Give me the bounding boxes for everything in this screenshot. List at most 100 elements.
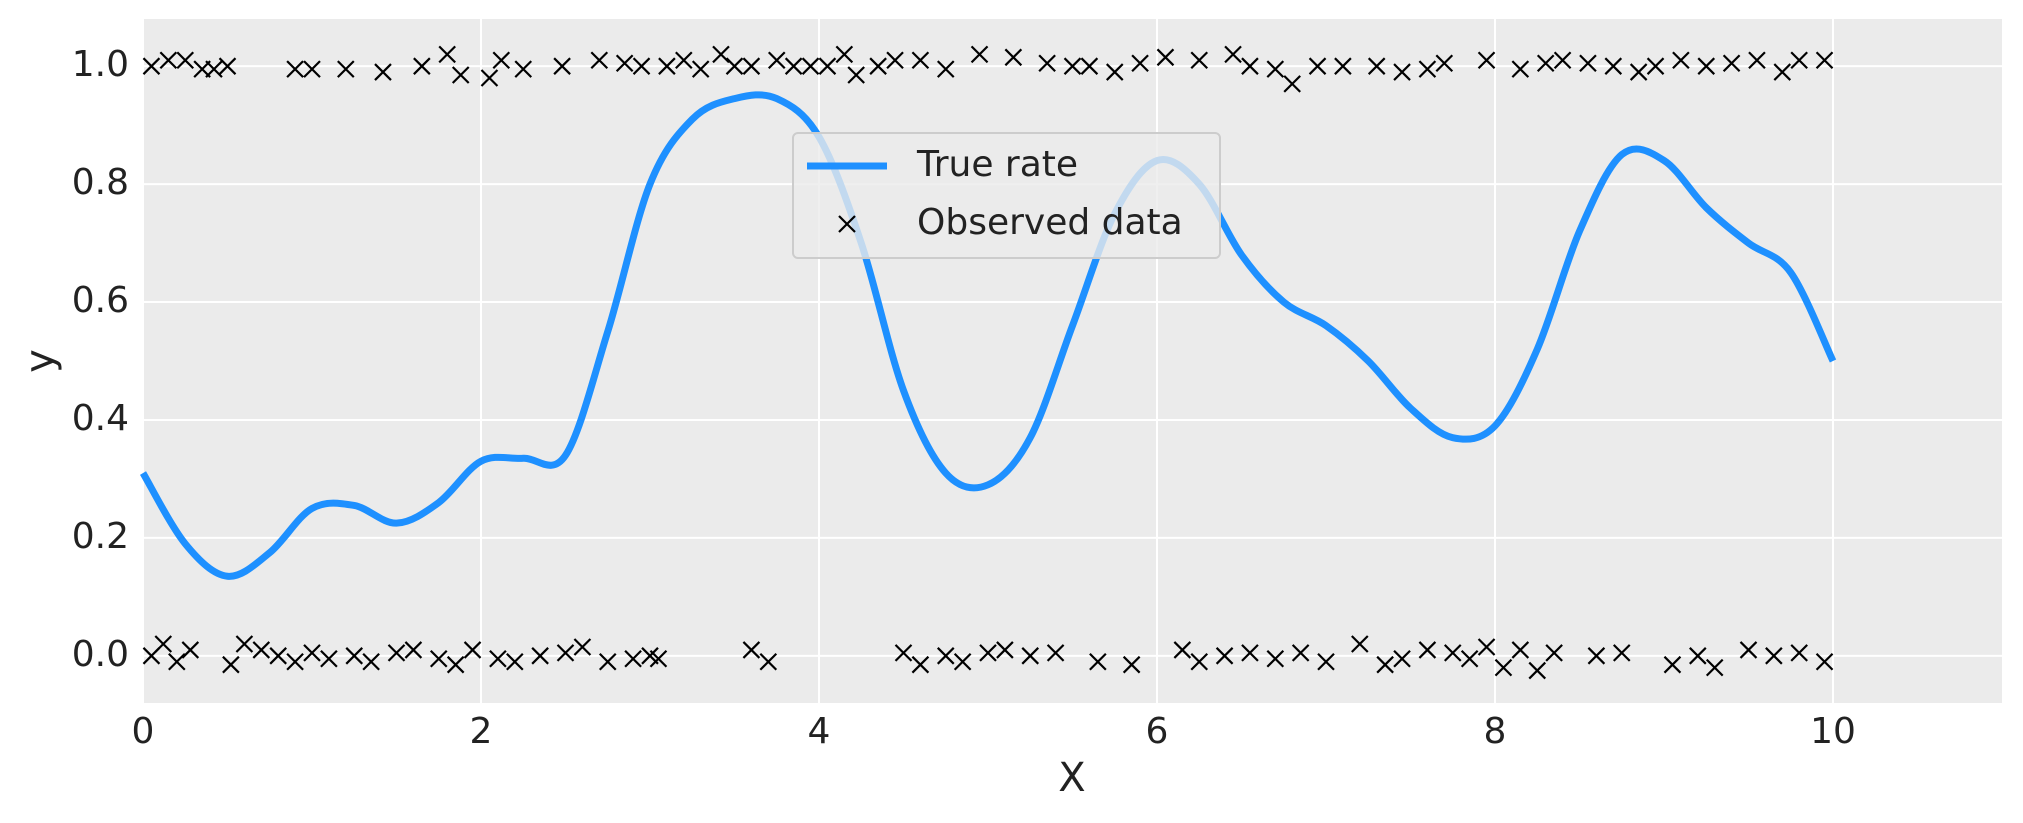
scatter-point (936, 60, 955, 78)
x-tick-label: 0 (132, 711, 155, 752)
scatter-point (514, 60, 533, 78)
scatter-point (1063, 57, 1082, 75)
scatter-point (1494, 658, 1513, 677)
scatter-point (1435, 54, 1454, 73)
scatter-point (303, 644, 321, 662)
scatter-point (446, 655, 465, 674)
scatter-point (818, 57, 837, 75)
scatter-point (658, 57, 676, 75)
y-tick-label: 0.2 (72, 516, 129, 557)
scatter-point (345, 647, 364, 665)
scatter-point (767, 51, 786, 70)
scatter-point (154, 635, 173, 653)
scatter-point (429, 649, 448, 668)
scatter-point (1815, 652, 1834, 671)
scatter-point (624, 649, 642, 668)
scatter-point (1697, 57, 1716, 75)
scatter-point (573, 638, 592, 656)
scatter-point (168, 652, 186, 671)
scatter-point (979, 644, 997, 662)
scatter-point (1334, 57, 1352, 75)
scatter-point (1367, 57, 1386, 75)
scatter-point (1393, 63, 1411, 81)
scatter-point (675, 51, 693, 70)
scatter-point (691, 60, 710, 78)
scatter-point (222, 655, 240, 674)
scatter-point (784, 57, 803, 75)
scatter-point (1612, 644, 1631, 662)
scatter-point (996, 641, 1014, 659)
scatter-point (489, 649, 507, 668)
scatter-point (1460, 649, 1479, 668)
scatter-point (632, 57, 651, 75)
scatter-point (1443, 644, 1462, 662)
scatter-point (1283, 75, 1301, 93)
scatter-point (438, 45, 456, 64)
scatter-point (725, 57, 744, 75)
scatter-point (1579, 54, 1597, 73)
scatter-point (1131, 54, 1149, 73)
scatter-point (886, 51, 904, 70)
scatter-point (1291, 644, 1310, 662)
scatter-point (742, 57, 761, 75)
scatter-point (303, 60, 321, 78)
scatter-point (142, 57, 161, 75)
x-tick-label: 8 (1484, 711, 1507, 752)
scatter-point (598, 652, 617, 671)
legend-label: True rate (916, 144, 1078, 185)
scatter-point (1545, 644, 1563, 662)
scatter-point (337, 60, 355, 78)
scatter-point (1773, 63, 1792, 81)
scatter-point (1528, 661, 1547, 680)
scatter-point (649, 649, 668, 668)
scatter-point (1089, 652, 1107, 671)
legend-label: Observed data (917, 202, 1183, 243)
scatter-point (1308, 57, 1327, 75)
scatter-point (451, 66, 470, 84)
line (139, 91, 1837, 580)
scatter-point (615, 54, 634, 73)
scatter-point (1604, 57, 1623, 75)
scatter-point (506, 652, 524, 671)
scatter-point (1418, 641, 1437, 659)
scatter-point (1266, 649, 1285, 668)
scatter-point (1511, 60, 1530, 78)
x-tick-label: 4 (808, 711, 831, 752)
scatter-point (1190, 51, 1209, 70)
scatter-point (1765, 647, 1783, 665)
y-tick-label: 0.6 (72, 280, 129, 321)
scatter-point (556, 644, 575, 662)
legend-box (792, 132, 1221, 259)
scatter-point (413, 57, 431, 75)
scatter-point (1105, 63, 1124, 81)
scatter-point (1739, 641, 1758, 659)
x-tick-label: 10 (1810, 711, 1856, 752)
y-tick-label: 0.4 (72, 398, 129, 439)
scatter-point (1815, 51, 1834, 70)
scatter-point (1004, 48, 1023, 67)
scatter-point (463, 641, 482, 659)
scatter-point (176, 51, 195, 70)
scatter-point (492, 51, 511, 70)
y-axis-label: y (17, 349, 63, 373)
scatter-point (387, 644, 406, 662)
scatter-point (590, 51, 609, 70)
y-tick-label: 0.8 (72, 162, 129, 203)
scatter-point (1122, 655, 1141, 674)
scatter-point (235, 635, 254, 653)
scatter-point (1536, 54, 1555, 73)
scatter-point (205, 60, 223, 78)
scatter-point (759, 652, 778, 671)
scatter-point (1190, 652, 1209, 671)
plot-background (143, 19, 2002, 703)
scatter-point (911, 655, 930, 674)
scatter-point (404, 641, 423, 659)
scatter-point (869, 57, 887, 75)
scatter-point (1672, 51, 1690, 70)
x-tick-label: 2 (470, 711, 493, 752)
x-tick-label: 6 (1146, 711, 1169, 752)
scatter-point (1705, 658, 1724, 677)
scatter-point (1629, 63, 1648, 81)
